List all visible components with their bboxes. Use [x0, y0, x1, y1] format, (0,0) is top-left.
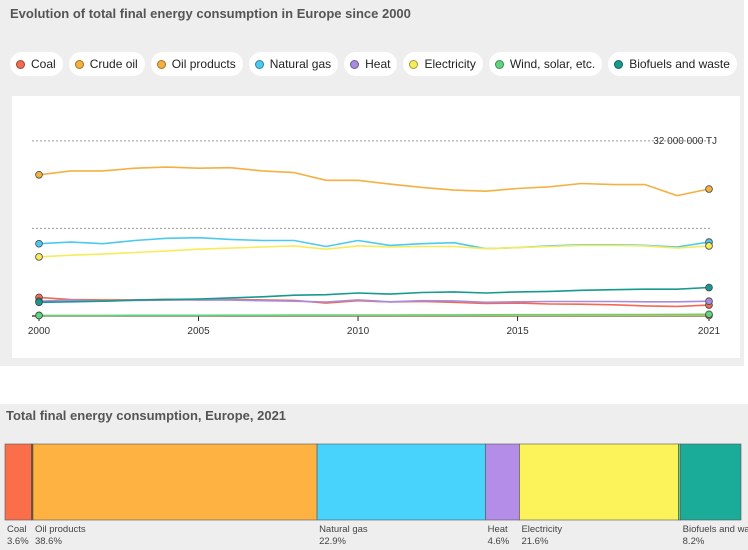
segment-label: Biofuels and waste: [683, 524, 748, 535]
line-chart-panel: Evolution of total final energy consumpt…: [0, 0, 744, 366]
legend-item-crude-oil[interactable]: Crude oil: [68, 52, 145, 76]
segment-label: Coal: [7, 524, 27, 535]
segment-oil-products[interactable]: [32, 443, 318, 521]
legend-label: Electricity: [424, 57, 476, 71]
legend-dot: [614, 59, 624, 69]
segment-electricity[interactable]: [519, 443, 679, 521]
stacked-bar-title: Total final energy consumption, Europe, …: [6, 408, 287, 423]
series-endpoint-electricity[interactable]: [705, 242, 713, 250]
series-endpoint-wind-solar-etc[interactable]: [35, 311, 43, 320]
series-endpoint-natural-gas[interactable]: [35, 239, 43, 248]
segment-value: 3.6%: [7, 536, 29, 547]
legend-label: Oil products: [171, 57, 236, 71]
segment-label: Natural gas: [319, 524, 368, 535]
stacked-bar-panel: Total final energy consumption, Europe, …: [0, 404, 748, 550]
x-tick-label: 2005: [187, 326, 210, 337]
legend-dot: [16, 59, 25, 69]
line-chart: 32 000 000 TJ 2000 2005 2010 2015 2021: [28, 136, 721, 337]
series-endpoint-heat[interactable]: [705, 297, 713, 306]
segment-biofuels-and-waste[interactable]: [680, 443, 742, 521]
series-endpoint-wind-solar-etc[interactable]: [705, 310, 713, 319]
legend-label: Heat: [365, 57, 391, 71]
x-tick-label: 2021: [698, 326, 721, 337]
series-endpoint-biofuels-and-waste[interactable]: [35, 298, 43, 307]
legend-item-coal[interactable]: Coal: [10, 52, 63, 76]
series-endpoint-oil-products[interactable]: [35, 170, 43, 179]
x-tick-label: 2015: [506, 326, 529, 337]
segment-label: Heat: [488, 524, 508, 535]
x-tick-label: 2010: [347, 326, 370, 337]
legend-label: Natural gas: [269, 57, 332, 71]
segment-wind-solar-etc[interactable]: [678, 443, 681, 521]
legend-label: Biofuels and waste: [629, 57, 730, 71]
segment-natural-gas[interactable]: [316, 443, 486, 521]
segment-value: 4.6%: [488, 536, 510, 547]
series-endpoint-oil-products[interactable]: [705, 185, 713, 193]
gridline-label: 32 000 000 TJ: [653, 136, 717, 147]
legend-label: Coal: [31, 57, 56, 71]
segment-label: Electricity: [521, 524, 562, 535]
legend-label: Wind, solar, etc.: [509, 57, 596, 71]
series-line-electricity: [38, 244, 710, 258]
segment-value: 21.6%: [521, 536, 548, 547]
segment-coal[interactable]: [4, 443, 32, 521]
legend-item-natural-gas[interactable]: Natural gas: [248, 52, 339, 76]
plot-area: 32 000 000 TJ 2000 2005 2010 2015 2021: [12, 96, 740, 358]
segment-value: 38.6%: [35, 536, 62, 547]
legend-dot: [74, 59, 84, 69]
legend-dot: [156, 59, 166, 69]
legend-item-wind-solar-etc[interactable]: Wind, solar, etc.: [488, 52, 603, 76]
chart-legend: Coal Crude oil Oil products Natural gas Heat…: [10, 52, 737, 78]
legend-item-biofuels-and-waste[interactable]: Biofuels and waste: [608, 52, 737, 76]
segment-value: 22.9%: [319, 536, 346, 547]
legend-dot: [409, 59, 419, 69]
series-endpoint-electricity[interactable]: [35, 253, 43, 261]
segment-heat[interactable]: [485, 443, 520, 521]
line-chart-title: Evolution of total final energy consumpt…: [10, 6, 411, 21]
legend-dot: [254, 59, 264, 69]
legend-dot: [350, 59, 360, 69]
legend-item-oil-products[interactable]: Oil products: [150, 52, 243, 76]
series-endpoint-biofuels-and-waste[interactable]: [705, 283, 713, 292]
series-line-wind-solar-etc: [39, 313, 710, 317]
x-tick-label: 2000: [28, 326, 51, 337]
legend-dot: [494, 59, 504, 69]
series-line-oil-products: [38, 166, 710, 197]
legend-item-heat[interactable]: Heat: [344, 52, 398, 76]
legend-item-electricity[interactable]: Electricity: [403, 52, 483, 76]
legend-label: Crude oil: [89, 57, 138, 71]
segment-value: 8.2%: [683, 536, 705, 547]
series-line-biofuels-and-waste: [38, 286, 710, 304]
segment-label: Oil products: [35, 524, 86, 535]
